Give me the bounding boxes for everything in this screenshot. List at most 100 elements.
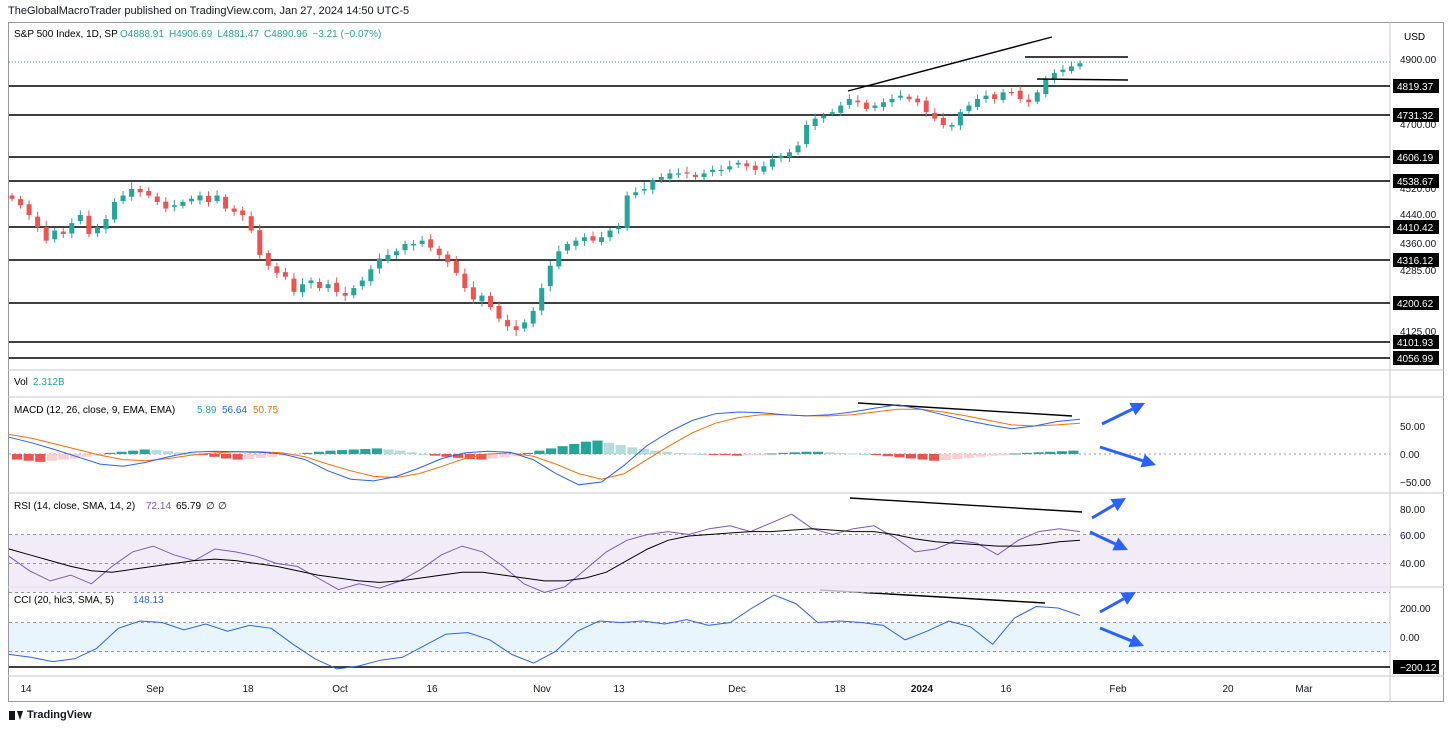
candle-body-42 (368, 269, 374, 282)
candle-body-26 (231, 208, 237, 212)
arrow-shaft-5 (1099, 626, 1132, 643)
rsi-extra-2: ∅ (218, 501, 227, 512)
macd-hist-bar-35 (418, 454, 429, 455)
macd-hist-bar-47 (557, 446, 568, 454)
candle-body-69 (599, 237, 605, 242)
rsi-value: 72.14 (146, 501, 171, 512)
macd-hist-bar-37 (441, 454, 452, 457)
x-label-11: Feb (1109, 684, 1127, 695)
arrow-shaft-4 (1099, 597, 1125, 614)
vol-label: Vol (14, 377, 28, 388)
arrow-head-4 (1120, 592, 1136, 605)
macd-hist-bar-46 (546, 448, 557, 454)
time-axis: 14 Sep 18 Oct 16 Nov 13 Dec 18 2024 16 Feb 20 Mar (20, 684, 1313, 695)
macd-hist-bar-1 (23, 454, 34, 461)
candle-body-103 (889, 98, 895, 103)
macd-hist-bar-69 (813, 451, 824, 454)
candle-body-98 (846, 98, 852, 105)
macd-hist-bar-15 (186, 453, 197, 455)
price-candles (9, 60, 1083, 336)
macd-hist-bar-38 (453, 454, 464, 458)
candle-body-10 (94, 227, 100, 234)
chart-frame (8, 22, 1444, 702)
pane-separators (8, 22, 1444, 702)
macd-hist-bar-72 (847, 453, 858, 455)
macd-hist-bar-2 (35, 454, 46, 462)
candle-body-72 (624, 195, 630, 229)
candle-body-65 (564, 244, 570, 251)
macd-hist-bar-63 (743, 454, 754, 456)
macd-hist-bar-58 (685, 453, 696, 455)
candle-body-88 (761, 166, 767, 172)
macd-hist-bar-48 (569, 443, 580, 454)
macd-tick-1: 0.00 (1400, 450, 1420, 461)
level-tag-6: 4200.62 (1397, 299, 1434, 310)
ohlc-0: O4888.91 (120, 29, 164, 40)
price-title: S&P 500 Index, 1D, SP (14, 29, 118, 40)
macd-hist-bar-16 (197, 454, 208, 456)
macd-hist-bar-79 (929, 454, 940, 461)
macd-hist-bar-91 (1068, 450, 1079, 454)
candle-body-68 (590, 236, 596, 241)
candle-body-75 (650, 180, 656, 190)
tradingview-logo: TradingView (9, 709, 92, 721)
x-label-9: 2024 (911, 684, 934, 695)
macd-hist-bar-54 (638, 448, 649, 454)
price-tick-6: 4125.00 (1400, 327, 1437, 338)
candle-body-58 (505, 320, 511, 327)
candle-body-79 (684, 172, 690, 174)
candle-body-41 (359, 280, 365, 287)
candle-body-70 (607, 230, 613, 238)
candle-body-97 (838, 105, 844, 113)
macd-hist-bar-65 (766, 453, 777, 455)
macd-hist-bar-13 (162, 451, 174, 454)
cci-tick-1: 0.00 (1400, 633, 1420, 644)
macd-hist-bar-50 (592, 440, 603, 454)
candle-body-93 (804, 125, 810, 145)
candle-body-90 (778, 155, 784, 159)
x-label-6: 13 (613, 684, 625, 695)
macd-hist-bar-82 (963, 454, 975, 458)
candle-body-36 (317, 281, 323, 289)
candle-body-119 (1026, 99, 1032, 103)
candle-body-108 (932, 112, 938, 119)
price-tick-1: 4700.00 (1400, 120, 1437, 131)
candle-body-0 (9, 195, 15, 199)
level-tag-bg-3 (1393, 174, 1439, 188)
candle-body-81 (701, 173, 707, 177)
candle-body-51 (445, 254, 451, 263)
level-tag-bg-4 (1393, 220, 1439, 234)
rsi-ma-line (8, 528, 1081, 583)
macd-hist-bar-57 (673, 452, 684, 454)
candle-body-2 (26, 204, 32, 215)
macd-hist-bar-25 (302, 452, 313, 454)
candle-body-113 (974, 98, 980, 107)
publisher-line: TheGlobalMacroTrader published on Tradin… (8, 5, 410, 17)
macd-hist-bar-78 (917, 454, 928, 460)
arrow-head-5 (1128, 634, 1144, 648)
macd-hist-bar-12 (151, 450, 162, 454)
macd-hist-bar-6 (81, 454, 92, 457)
ohlc-4: −3.21 (−0.07%) (312, 29, 381, 40)
candle-body-29 (257, 230, 263, 255)
candle-body-3 (35, 216, 41, 228)
candle-body-43 (376, 258, 382, 269)
x-label-13: Mar (1295, 684, 1313, 695)
x-label-0: 14 (20, 684, 32, 695)
candle-body-45 (393, 251, 399, 256)
candle-body-107 (923, 100, 929, 113)
macd-hist-bar-44 (522, 452, 533, 454)
candle-body-12 (112, 202, 118, 220)
candle-body-117 (1009, 92, 1015, 94)
macd-hist-bar-4 (58, 454, 69, 460)
candle-body-27 (240, 210, 246, 215)
macd-hist-bar-67 (789, 452, 800, 454)
cci-pane (8, 594, 1390, 670)
macd-hist-bar-76 (894, 454, 905, 458)
x-label-3: Oct (332, 684, 348, 695)
macd-hist-bar-17 (209, 454, 220, 457)
candle-body-24 (214, 195, 220, 202)
candle-body-92 (795, 145, 801, 153)
arrow-shaft-0 (1101, 407, 1134, 426)
